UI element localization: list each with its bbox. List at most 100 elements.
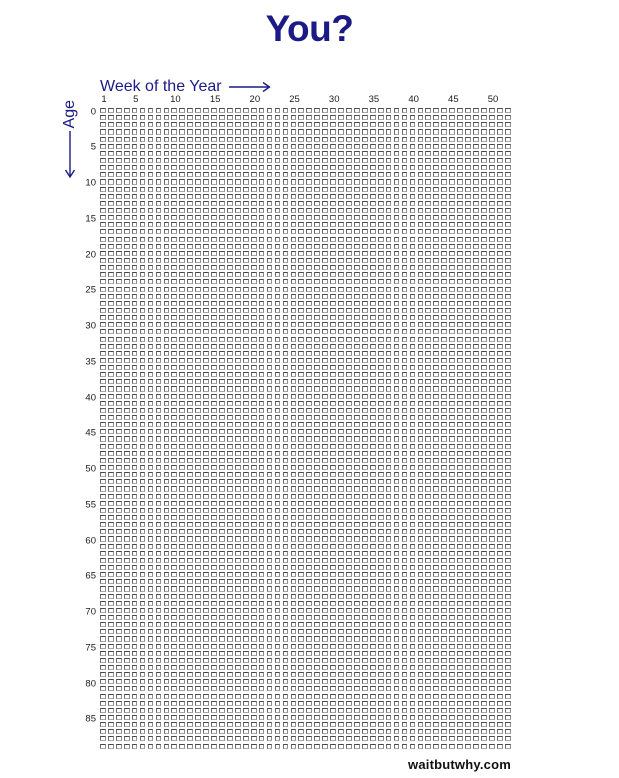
week-cell — [465, 200, 471, 206]
week-cell — [361, 200, 368, 206]
week-cell — [298, 136, 305, 142]
week-cell — [147, 143, 154, 149]
week-cell — [369, 407, 376, 413]
week-cell — [274, 165, 281, 171]
week-cell — [179, 486, 186, 492]
week-cell — [433, 243, 440, 249]
week-cell — [171, 693, 178, 699]
week-cell — [425, 150, 432, 156]
week-cell — [107, 586, 114, 592]
week-cell — [266, 550, 273, 556]
week-cell — [330, 565, 336, 571]
week-cell — [401, 379, 408, 385]
week-cell — [155, 529, 162, 535]
week-cell — [195, 315, 201, 321]
week-cell — [250, 122, 257, 128]
week-cell — [195, 443, 201, 449]
week-cell — [457, 729, 463, 735]
week-cell — [314, 200, 320, 206]
week-cell — [290, 679, 297, 685]
week-cell — [369, 529, 376, 535]
week-cell — [258, 700, 265, 706]
week-cell — [377, 465, 384, 471]
week-cell — [496, 372, 503, 378]
week-cell — [457, 379, 463, 385]
week-cell — [473, 700, 479, 706]
week-cell — [179, 150, 186, 156]
week-cell — [298, 500, 305, 506]
week-cell — [219, 315, 225, 321]
week-cell — [211, 257, 217, 264]
week-cell — [282, 165, 289, 171]
week-cell — [219, 664, 225, 671]
week-cell — [346, 722, 352, 728]
week-cell — [354, 350, 360, 356]
week-cell — [203, 714, 209, 721]
week-cell — [282, 529, 289, 535]
week-cell — [274, 593, 281, 599]
week-cell — [100, 736, 106, 742]
week-cell — [409, 350, 416, 356]
week-cell — [242, 600, 249, 606]
week-cell — [417, 572, 424, 578]
week-cell — [219, 529, 225, 535]
week-cell — [298, 157, 305, 164]
week-cell — [250, 629, 257, 635]
week-cell — [314, 472, 320, 478]
week-cell — [100, 179, 106, 185]
week-cell — [385, 565, 392, 571]
week-cell — [346, 215, 352, 221]
week-cell — [171, 393, 178, 399]
week-cell — [322, 386, 328, 392]
week-cell — [147, 350, 154, 356]
week-cell — [179, 714, 186, 721]
week-cell — [473, 200, 479, 206]
week-cell — [290, 400, 297, 406]
week-cell — [282, 172, 289, 178]
week-cell — [115, 586, 122, 592]
week-cell — [401, 565, 408, 571]
week-cell — [139, 500, 146, 506]
week-cell — [338, 300, 344, 306]
week-cell — [179, 679, 186, 685]
week-cell — [163, 722, 170, 728]
week-cell — [100, 329, 106, 335]
week-cell — [219, 600, 225, 606]
week-cell — [338, 515, 344, 521]
week-cell — [306, 543, 313, 549]
week-cell — [449, 672, 455, 678]
week-cell — [377, 529, 384, 535]
week-cell — [131, 614, 138, 621]
week-cell — [346, 515, 352, 521]
week-cell — [290, 365, 297, 371]
week-cell — [322, 108, 328, 114]
week-cell — [361, 479, 368, 485]
week-cell — [123, 157, 130, 164]
week-cell — [211, 222, 217, 228]
week-cell — [457, 457, 463, 463]
week-cell — [203, 572, 209, 578]
week-cell — [488, 379, 495, 385]
week-cell — [481, 607, 487, 613]
week-cell — [227, 650, 233, 656]
week-cell — [123, 486, 130, 492]
week-cell — [457, 179, 463, 185]
week-cell — [179, 493, 186, 499]
week-cell — [306, 529, 313, 535]
week-cell — [171, 565, 178, 571]
week-cell — [179, 600, 186, 606]
week-cell — [234, 386, 241, 392]
week-cell — [449, 650, 455, 656]
week-cell — [155, 486, 162, 492]
week-cell — [354, 207, 360, 214]
week-cell — [242, 579, 249, 585]
week-cell — [322, 236, 328, 242]
week-cell — [481, 272, 487, 278]
week-cell — [131, 279, 138, 285]
week-cell — [155, 622, 162, 628]
week-cell — [282, 572, 289, 578]
week-cell — [338, 500, 344, 506]
week-cell — [504, 479, 511, 485]
week-cell — [306, 243, 313, 249]
week-cell — [361, 293, 368, 299]
